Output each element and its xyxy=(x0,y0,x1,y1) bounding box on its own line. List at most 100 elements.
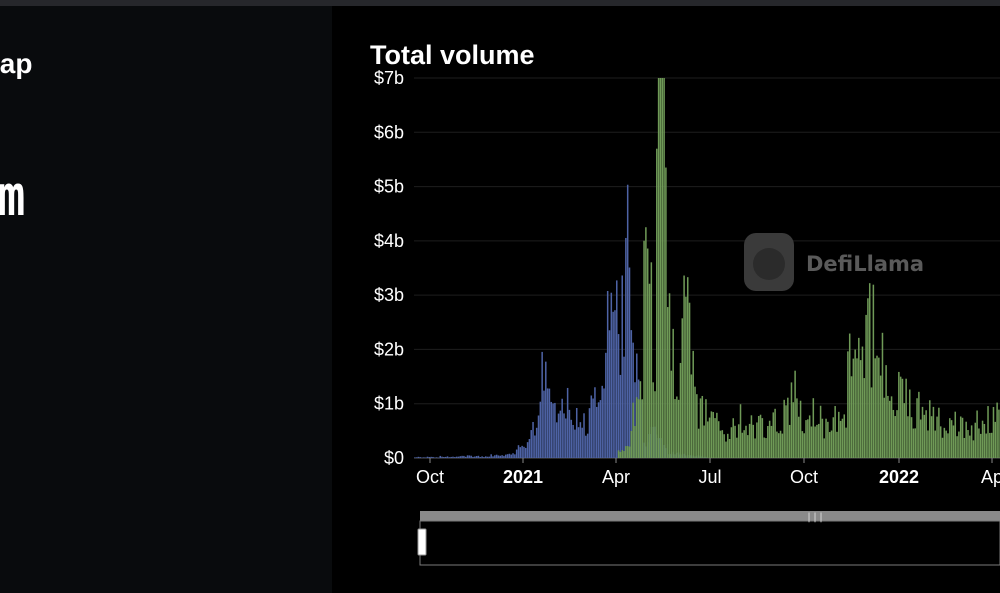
bar-green xyxy=(872,284,875,458)
bar-blue xyxy=(575,407,578,458)
bar-blue xyxy=(421,457,423,458)
bar-green xyxy=(818,423,820,458)
bar-green xyxy=(914,428,916,458)
bar-blue xyxy=(586,433,589,458)
bar-green xyxy=(717,421,720,458)
bar-blue xyxy=(434,457,436,458)
bar-green xyxy=(843,414,846,458)
bar-green xyxy=(848,333,851,458)
bar-blue xyxy=(455,456,458,458)
bar-green xyxy=(907,416,909,458)
x-tick-label: Apr xyxy=(602,467,630,487)
bar-green xyxy=(777,433,780,458)
bar-green xyxy=(947,433,949,458)
bar-green xyxy=(819,405,822,458)
bar-blue xyxy=(439,455,441,458)
bar-blue xyxy=(510,454,512,458)
bar-green xyxy=(972,440,975,458)
bar-green xyxy=(621,450,623,458)
bar-green xyxy=(927,430,929,458)
bar-green xyxy=(981,420,984,458)
bar-green xyxy=(983,423,986,458)
bar-green xyxy=(688,302,691,458)
bar-green xyxy=(774,408,776,458)
bar-green xyxy=(881,332,884,458)
bar-green xyxy=(967,430,969,458)
bar-blue xyxy=(532,421,534,458)
bar-blue xyxy=(475,456,478,458)
watermark-llama-icon xyxy=(753,248,785,280)
zoom-slider[interactable]: ||| xyxy=(417,511,1000,566)
bar-green xyxy=(901,378,904,458)
slider-left-handle[interactable] xyxy=(417,528,427,556)
bar-blue xyxy=(481,456,483,458)
x-tick-label: Oct xyxy=(416,467,444,487)
bar-blue xyxy=(530,430,532,458)
bar-blue xyxy=(537,415,540,458)
bar-blue xyxy=(463,455,465,458)
bar-green xyxy=(930,416,933,458)
y-tick-label: $2b xyxy=(374,339,404,359)
bar-green xyxy=(865,314,867,458)
bar-green xyxy=(807,419,809,458)
bar-blue xyxy=(437,457,440,459)
bar-blue xyxy=(621,275,623,458)
bar-green xyxy=(665,167,667,459)
bar-green xyxy=(974,422,977,458)
bar-green xyxy=(965,421,967,458)
bar-blue xyxy=(526,442,529,458)
bar-green xyxy=(969,435,971,458)
bar-green xyxy=(936,416,938,458)
bar-blue xyxy=(570,419,573,458)
bar-blue xyxy=(599,400,602,458)
bar-green xyxy=(707,421,709,458)
bar-blue xyxy=(504,454,507,458)
bar-blue xyxy=(446,456,449,458)
slider-window[interactable] xyxy=(419,520,1000,566)
bar-blue xyxy=(419,457,421,458)
bar-green xyxy=(708,417,711,458)
bar-green xyxy=(976,410,978,458)
bar-blue xyxy=(605,352,607,458)
bar-blue xyxy=(430,456,432,458)
x-axis: Oct 2021 Apr Jul Oct 2022 Ap xyxy=(416,458,1000,487)
bar-green xyxy=(867,298,869,458)
slider-grip-icon[interactable]: ||| xyxy=(806,512,824,523)
bar-green xyxy=(690,374,693,458)
bar-green xyxy=(850,376,853,458)
bar-blue xyxy=(543,390,545,458)
bar-blue xyxy=(632,342,634,458)
bar-green xyxy=(919,419,922,458)
bar-green xyxy=(745,425,747,458)
bar-blue xyxy=(614,310,616,458)
bar-green xyxy=(743,430,745,458)
bar-green xyxy=(801,431,804,458)
bar-green xyxy=(885,365,887,458)
bar-green xyxy=(628,446,631,458)
bar-green xyxy=(668,293,671,458)
bar-green xyxy=(623,450,625,458)
bar-green xyxy=(854,349,856,458)
y-axis: $0 $1b $2b $3b $4b $5b $6b $7b xyxy=(374,68,404,468)
bar-green xyxy=(723,434,725,458)
bar-blue xyxy=(415,457,418,458)
bar-green xyxy=(892,409,895,458)
watermark-text: DefiLlama xyxy=(806,252,924,276)
bar-blue xyxy=(595,406,598,458)
bar-blue xyxy=(528,439,531,458)
bar-green xyxy=(674,399,676,458)
bar-green xyxy=(785,405,787,458)
bar-blue xyxy=(423,457,425,458)
bar-blue xyxy=(435,457,438,458)
bar-blue xyxy=(521,445,523,458)
bar-green xyxy=(736,437,738,458)
bar-green xyxy=(681,318,684,458)
bar-green xyxy=(827,421,829,458)
slider-track[interactable] xyxy=(420,511,1000,521)
bar-blue xyxy=(566,387,569,458)
bar-green xyxy=(954,411,957,458)
bar-blue xyxy=(592,398,594,458)
bar-green xyxy=(767,426,769,458)
bar-green xyxy=(888,400,891,458)
bar-blue xyxy=(457,456,460,458)
